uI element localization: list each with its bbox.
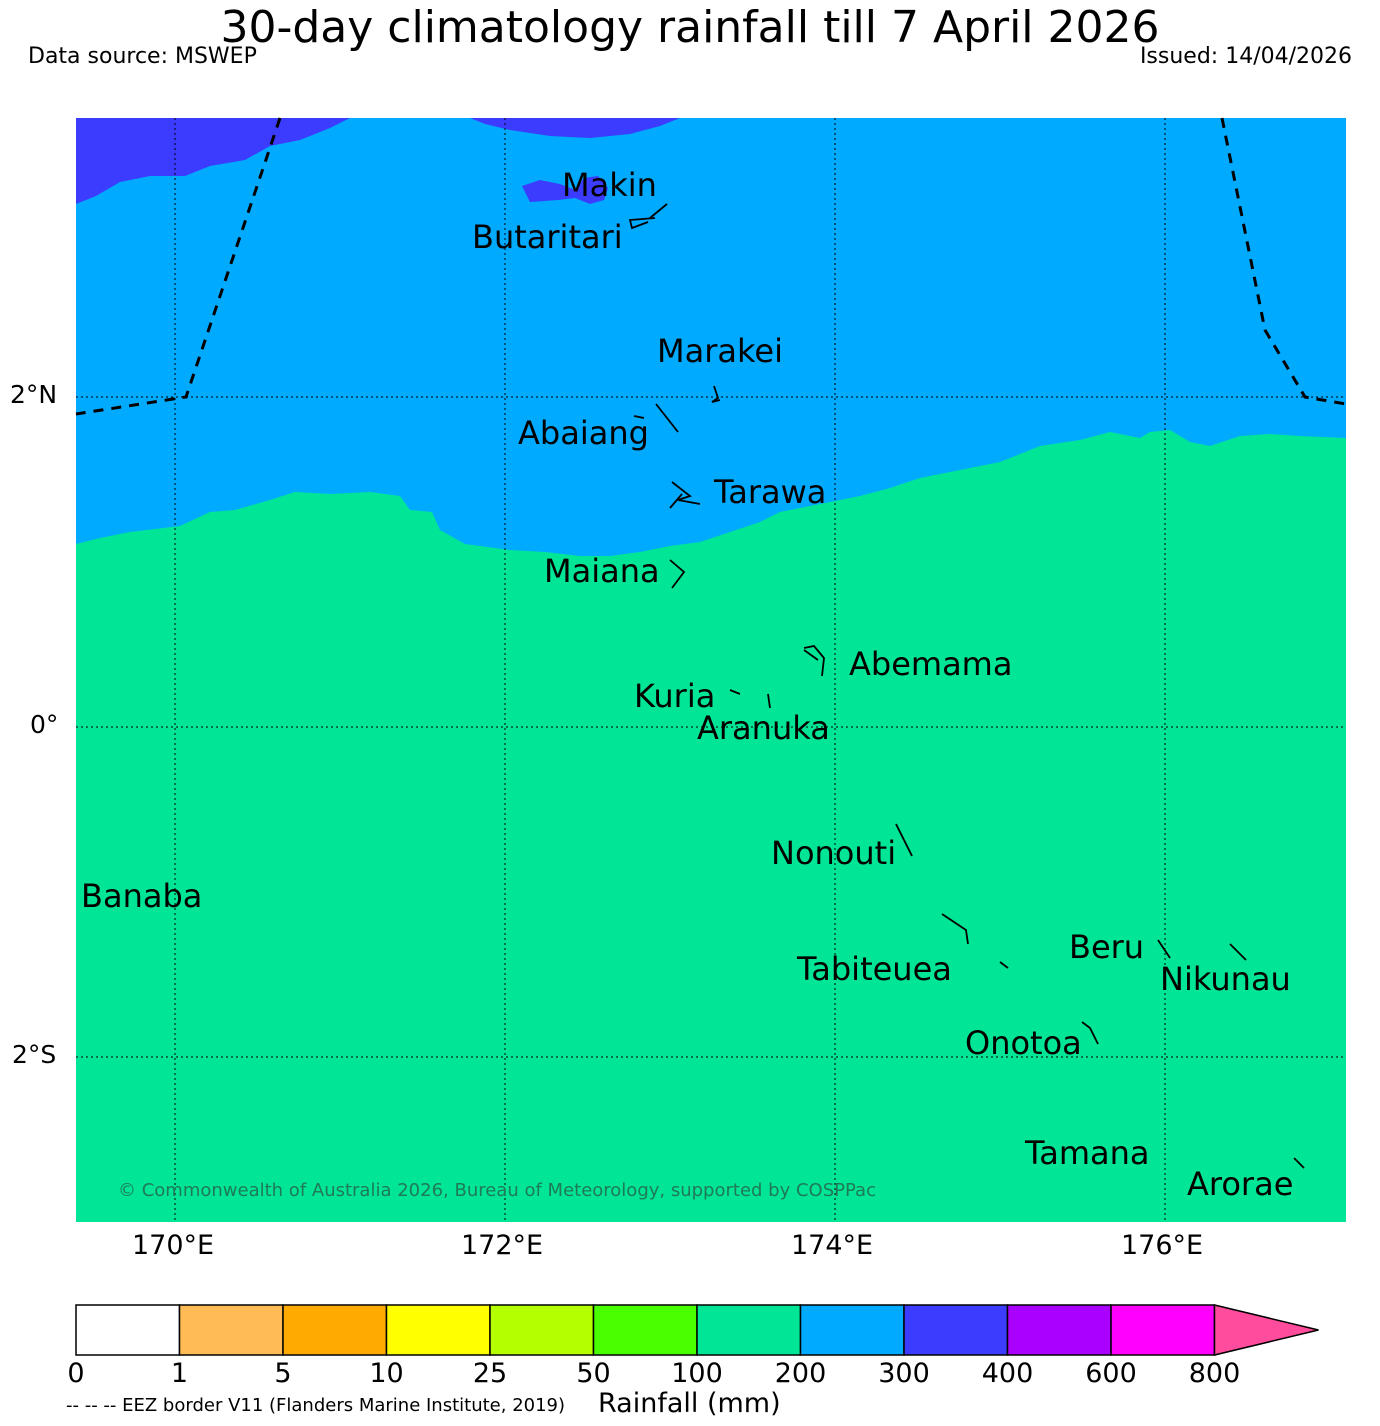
rainfall-zone-200-300 — [76, 118, 1346, 556]
copyright-notice: © Commonwealth of Australia 2026, Bureau… — [118, 1180, 876, 1201]
island-abaiang-2 — [633, 415, 645, 419]
lon-label-174e: 174°E — [791, 1230, 874, 1261]
eez-border — [75, 117, 1347, 416]
island-label-banaba: Banaba — [81, 877, 203, 915]
colorbar-extend-arrow — [1213, 1304, 1319, 1356]
colorbar-tick-label: 0 — [67, 1358, 85, 1389]
rainfall-zone-300-400-north — [470, 118, 680, 138]
lat-label-2n: 2°N — [10, 380, 58, 409]
island-beru — [1157, 939, 1171, 959]
island-label-onotoa: Onotoa — [965, 1024, 1082, 1062]
colorbar-tick-label: 25 — [472, 1358, 508, 1389]
colorbar-tick-label: 800 — [1188, 1358, 1241, 1389]
island-abaiang — [655, 403, 679, 433]
lon-label-170e: 170°E — [132, 1230, 215, 1261]
colorbar-tick-label: 400 — [981, 1358, 1034, 1389]
lon-label-172e: 172°E — [461, 1230, 544, 1261]
island-tabiteuea-s — [999, 961, 1009, 969]
colorbar-swatch — [282, 1304, 388, 1356]
rainfall-zone-300-400-patch — [522, 176, 608, 204]
colorbar-tick-label: 100 — [671, 1358, 723, 1389]
island-nonouti — [895, 823, 913, 857]
colorbar-tick-label: 5 — [274, 1358, 292, 1389]
island-label-nonouti: Nonouti — [771, 834, 897, 872]
island-butaritari — [628, 217, 656, 230]
lat-label-2s: 2°S — [12, 1040, 57, 1069]
island-label-maiana: Maiana — [544, 552, 660, 590]
island-abemama — [803, 645, 825, 677]
eez-legend-note: -- -- -- EEZ border V11 (Flanders Marine… — [66, 1395, 566, 1416]
colorbar-swatch — [592, 1304, 698, 1356]
island-tabiteuea-n — [941, 913, 969, 945]
island-maiana — [669, 559, 686, 589]
island-label-tamana: Tamana — [1025, 1134, 1150, 1172]
colorbar-swatch — [489, 1304, 595, 1356]
island-onotoa — [1081, 1021, 1099, 1045]
colorbar-swatch — [903, 1304, 1009, 1356]
island-abemama-2 — [803, 649, 819, 661]
island-makin — [649, 203, 668, 219]
island-tarawa-2 — [669, 493, 683, 509]
island-label-abemama: Abemama — [849, 645, 1013, 683]
colorbar-tick-label: 10 — [369, 1358, 404, 1389]
colorbar-swatch — [75, 1304, 181, 1356]
island-label-tarawa: Tarawa — [714, 473, 827, 511]
island-label-aranuka: Aranuka — [697, 709, 830, 747]
lat-label-0: 0° — [30, 710, 59, 739]
island-label-arorae: Arorae — [1187, 1165, 1294, 1203]
island-nikunau — [1229, 943, 1247, 961]
colorbar-swatch — [178, 1304, 284, 1356]
island-label-beru: Beru — [1069, 928, 1145, 966]
island-label-marakei: Marakei — [657, 332, 783, 370]
island-label-kuria: Kuria — [634, 677, 716, 715]
island-marakei — [711, 385, 721, 403]
issued-date: Issued: 14/04/2026 — [1139, 44, 1352, 69]
colorbar-swatch — [1006, 1304, 1112, 1356]
colorbar-tick-label: 300 — [878, 1358, 930, 1389]
map-title: 30-day climatology rainfall till 7 April… — [220, 2, 1160, 53]
colorbar-tick-label: 200 — [774, 1358, 827, 1389]
colorbar-title: Rainfall (mm) — [598, 1388, 781, 1419]
colorbar-swatch — [696, 1304, 802, 1356]
lon-label-176e: 176°E — [1121, 1230, 1204, 1261]
island-label-butaritari: Butaritari — [472, 218, 623, 256]
colorbar-swatch — [799, 1304, 905, 1356]
rainfall-zone-300-400 — [76, 118, 350, 204]
colorbar-tick-label: 600 — [1085, 1358, 1137, 1389]
island-label-abaiang: Abaiang — [518, 414, 649, 452]
colorbar-tick-label: 50 — [576, 1358, 611, 1389]
island-label-tabiteuea: Tabiteuea — [797, 950, 952, 988]
island-label-makin: Makin — [562, 166, 657, 204]
data-source: Data source: MSWEP — [28, 44, 257, 69]
island-label-nikunau: Nikunau — [1160, 960, 1291, 998]
colorbar-tick-label: 1 — [170, 1358, 189, 1389]
island-outlines — [628, 203, 1305, 1169]
colorbar-swatch — [385, 1304, 491, 1356]
island-aranuka — [767, 693, 771, 709]
colorbar-swatch — [1110, 1304, 1216, 1356]
island-tarawa — [671, 481, 701, 505]
island-arorae — [1293, 1157, 1305, 1169]
colorbar — [75, 1304, 1319, 1356]
island-kuria — [729, 689, 741, 695]
graticule — [76, 118, 1346, 1222]
